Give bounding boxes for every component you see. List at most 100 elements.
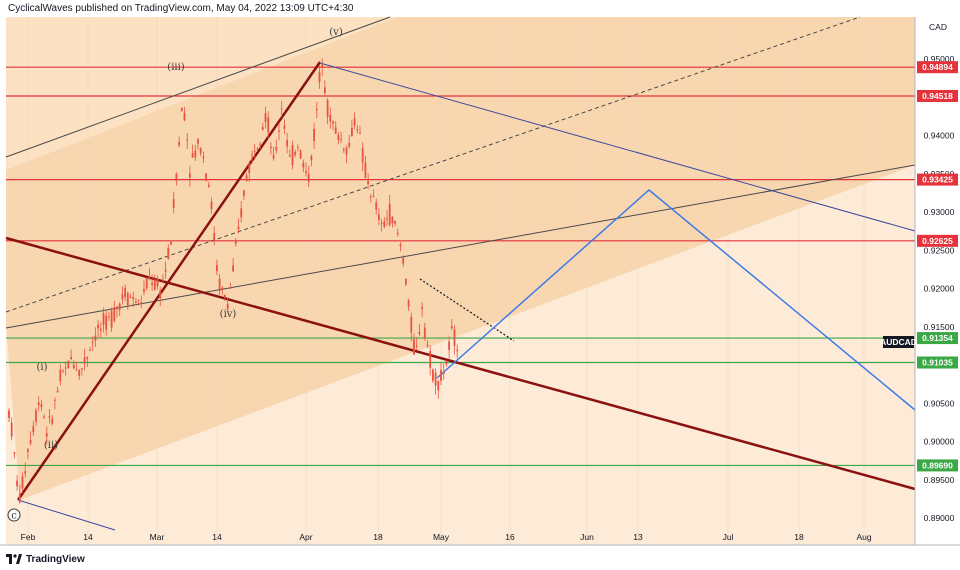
time-tick-label: 18 [373, 532, 383, 542]
time-tick-label: 16 [505, 532, 515, 542]
candle-body [375, 202, 378, 210]
candle-body [221, 287, 224, 289]
candle-body [194, 150, 197, 158]
candle-body [178, 141, 180, 146]
candle-body [13, 452, 16, 454]
time-tick-label: Jun [580, 532, 594, 542]
candle-body [386, 218, 388, 220]
level-tag-label: 0.91354 [922, 333, 953, 343]
candle-body [372, 195, 375, 197]
candle-body [18, 493, 21, 503]
candle-body [345, 147, 348, 155]
candle-body [37, 402, 40, 406]
candle-body [162, 279, 164, 281]
candle-body [259, 143, 261, 145]
candle-body [251, 154, 253, 156]
price-tick-label: 0.90000 [924, 437, 955, 447]
candle-body [243, 190, 245, 196]
candle-body [334, 127, 337, 134]
main-channel-shade [6, 17, 915, 500]
candle-body [359, 132, 361, 134]
candle-body [156, 278, 159, 287]
candle-body [29, 439, 32, 444]
price-tick-label: 0.90500 [924, 398, 955, 408]
candle-body [399, 244, 402, 247]
candle-body [248, 163, 251, 174]
candle-body [89, 349, 91, 351]
candle-body [267, 117, 270, 133]
price-axis-panel[interactable] [915, 17, 960, 545]
candle-body [170, 242, 172, 245]
candle-body [86, 356, 89, 359]
candle-body [137, 299, 140, 301]
candle-body [321, 64, 324, 67]
candle-body [54, 399, 56, 401]
candle-body [135, 301, 137, 304]
candle-body [415, 345, 418, 347]
candle-body [367, 180, 369, 185]
candle-body [172, 199, 175, 208]
candle-body [151, 282, 153, 286]
candle-body [213, 233, 216, 241]
candle-body [43, 416, 45, 418]
price-tick-label: 0.95000 [924, 54, 955, 64]
candle-body [353, 118, 356, 126]
level-tag-label: 0.94894 [922, 62, 953, 72]
candle-body [145, 278, 148, 289]
candle-body [197, 139, 199, 144]
candle-body [324, 87, 326, 94]
level-tag-bg [917, 332, 958, 345]
candle-body [167, 248, 170, 259]
candle-body [140, 302, 143, 304]
candle-body [226, 303, 229, 310]
candle-body [62, 371, 64, 373]
price-tick-label: 0.94000 [924, 131, 955, 141]
candle-body [143, 288, 145, 292]
projection-path [436, 189, 916, 411]
candle-body [24, 471, 27, 474]
candle-body [110, 310, 113, 328]
candle-body [27, 449, 29, 452]
candle-body [91, 341, 94, 343]
candle-body [207, 184, 210, 187]
candle-body [240, 208, 243, 218]
candle-body [116, 306, 118, 309]
candle-body [202, 156, 205, 159]
symbol-tag [883, 336, 914, 348]
level-tag-label: 0.89690 [922, 460, 953, 470]
level-tag-bg [917, 356, 958, 369]
price-candles [8, 58, 459, 504]
candle-body [94, 335, 97, 341]
upper-channel-line [5, 16, 391, 158]
candle-body [81, 368, 83, 370]
candle-body [442, 371, 445, 375]
candle-body [218, 278, 221, 291]
price-tick-label: 0.89000 [924, 513, 955, 523]
candle-body [45, 433, 48, 437]
candle-body [294, 151, 297, 155]
level-tag-label: 0.94518 [922, 91, 953, 101]
candle-body [326, 100, 329, 117]
candle-body [315, 108, 318, 111]
candle-body [297, 146, 299, 148]
candle-body [126, 292, 129, 306]
candle-body [186, 139, 189, 141]
candle-body [180, 108, 183, 112]
time-tick-label: 14 [212, 532, 222, 542]
candle-body [278, 130, 280, 132]
candle-body [394, 221, 396, 224]
tradingview-logo-icon [6, 554, 22, 564]
candle-body [40, 404, 43, 408]
channel-median-line [5, 16, 861, 313]
candle-body [299, 150, 302, 159]
price-tick-label: 0.92500 [924, 245, 955, 255]
level-tag-bg [917, 61, 958, 74]
wave-label-v: (v) [329, 27, 343, 38]
candle-body [291, 145, 294, 166]
candle-body [407, 300, 410, 307]
candle-body [421, 307, 423, 309]
candle-body [189, 173, 191, 178]
price-tick-label: 0.91500 [924, 322, 955, 332]
wave-label-c-circle [7, 508, 21, 522]
